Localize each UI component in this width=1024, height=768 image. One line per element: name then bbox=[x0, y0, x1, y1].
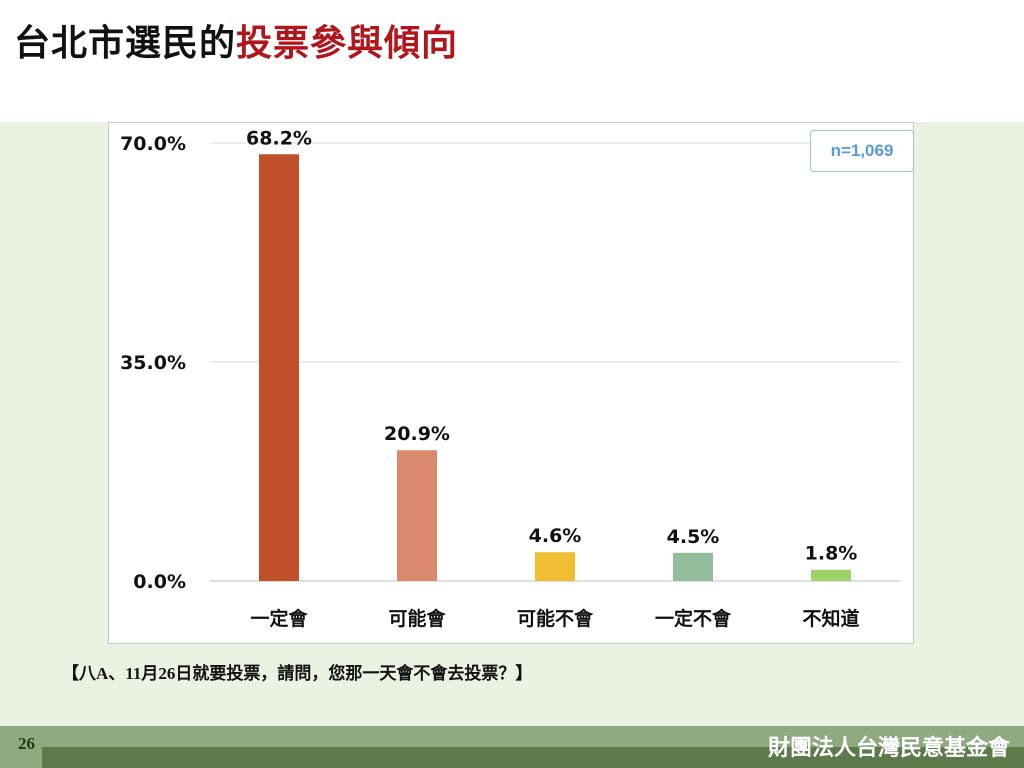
bar-chart: 0.0% 35.0% 70.0% 68.2% 一定會 20.9% 可能會 4.6% 可能不會 4.… bbox=[108, 122, 914, 644]
bar bbox=[397, 450, 437, 581]
page-title: 台北市選民的投票參與傾向 bbox=[14, 14, 458, 66]
x-tick-label: 可能不會 bbox=[517, 607, 594, 630]
x-tick-label: 可能會 bbox=[388, 607, 446, 630]
data-label: 4.6% bbox=[529, 525, 582, 547]
bar bbox=[673, 552, 713, 581]
sample-size-badge: n=1,069 bbox=[810, 130, 914, 172]
x-tick-label: 不知道 bbox=[802, 607, 859, 630]
data-label: 20.9% bbox=[384, 423, 450, 445]
y-tick-label: 35.0% bbox=[120, 352, 186, 374]
page-number: 26 bbox=[18, 734, 35, 753]
survey-question: 【八A、11月26日就要投票，請問，您那一天會不會去投票？】 bbox=[62, 664, 533, 683]
organization-name: 財團法人台灣民意基金會 bbox=[767, 736, 1010, 761]
title-highlight: 投票參與傾向 bbox=[236, 23, 459, 64]
y-tick-label: 70.0% bbox=[120, 133, 186, 155]
y-tick-label: 0.0% bbox=[133, 571, 186, 593]
title-main: 台北市選民的 bbox=[14, 23, 237, 64]
x-tick-label: 一定會 bbox=[250, 607, 308, 630]
bar bbox=[259, 154, 299, 581]
footer-stripe bbox=[42, 747, 1024, 768]
data-label: 68.2% bbox=[246, 127, 312, 149]
bar bbox=[535, 552, 575, 581]
data-label: 1.8% bbox=[805, 543, 858, 565]
data-label: 4.5% bbox=[667, 526, 720, 548]
bar bbox=[811, 569, 851, 581]
x-tick-label: 一定不會 bbox=[655, 607, 732, 630]
chart-canvas: 0.0% 35.0% 70.0% 68.2% 一定會 20.9% 可能會 4.6% 可能不會 4.… bbox=[120, 127, 900, 630]
